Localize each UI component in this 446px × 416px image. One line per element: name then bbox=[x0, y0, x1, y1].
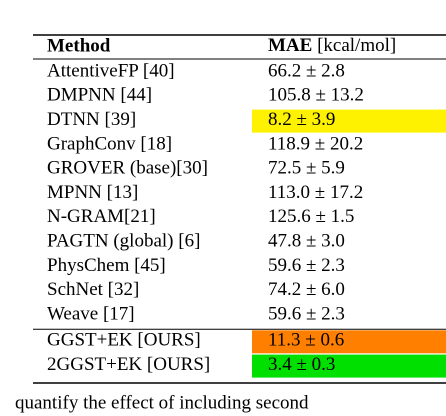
method: MPNN [13] bbox=[47, 182, 138, 203]
header-mae: MAE [kcal/mol] bbox=[268, 35, 396, 56]
highlight bbox=[252, 109, 446, 133]
caption: quantify the effect of including second bbox=[15, 392, 309, 413]
method: GraphConv [18] bbox=[47, 133, 172, 154]
mae: 59.6 ± 2.3 bbox=[268, 255, 345, 276]
method: GGST+EK [OURS] bbox=[47, 330, 201, 351]
mae: 3.4 ± 0.3 bbox=[268, 354, 335, 375]
highlight bbox=[252, 354, 446, 378]
header-metric: MAE bbox=[268, 35, 312, 56]
mae: 105.8 ± 13.2 bbox=[268, 85, 364, 106]
mae: 74.2 ± 6.0 bbox=[268, 279, 345, 300]
mae: 47.8 ± 3.0 bbox=[268, 230, 345, 251]
mae: 8.2 ± 3.9 bbox=[268, 109, 335, 130]
method: PhysChem [45] bbox=[47, 255, 166, 276]
mae: 59.6 ± 2.3 bbox=[268, 303, 345, 324]
header-method: Method bbox=[47, 35, 111, 56]
mae: 125.6 ± 1.5 bbox=[268, 206, 354, 227]
method: DMPNN [44] bbox=[47, 85, 152, 106]
method: N-GRAM[21] bbox=[47, 206, 156, 227]
method: Weave [17] bbox=[47, 303, 135, 324]
method: 2GGST+EK [OURS] bbox=[47, 354, 210, 375]
method: GROVER (base)[30] bbox=[47, 158, 208, 179]
table-body: AttentiveFP [40] 66.2 ± 2.8 DMPNN [44] 105.… bbox=[33, 60, 446, 378]
method: DTNN [39] bbox=[47, 109, 136, 130]
highlight bbox=[252, 330, 446, 354]
header-unit: [kcal/mol] bbox=[317, 35, 396, 56]
mae: 113.0 ± 17.2 bbox=[268, 182, 363, 203]
mae: 66.2 ± 2.8 bbox=[268, 60, 345, 81]
method: AttentiveFP [40] bbox=[47, 60, 175, 81]
method: SchNet [32] bbox=[47, 279, 139, 300]
mae: 72.5 ± 5.9 bbox=[268, 158, 345, 179]
mae: 11.3 ± 0.6 bbox=[268, 330, 344, 351]
mae: 118.9 ± 20.2 bbox=[268, 133, 363, 154]
method: PAGTN (global) [6] bbox=[47, 230, 200, 251]
